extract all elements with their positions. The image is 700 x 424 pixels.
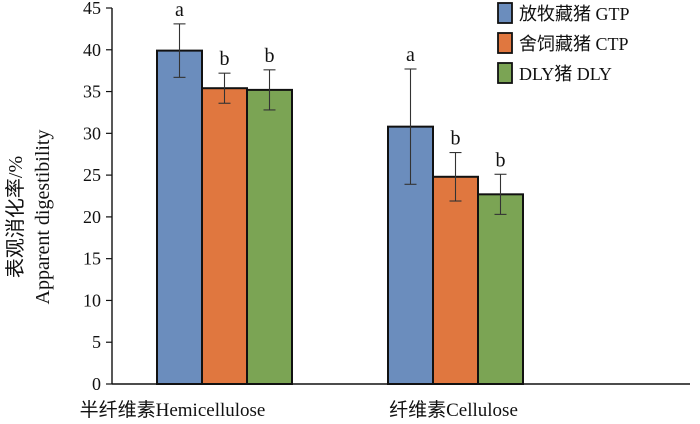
y-axis-title: 表观消化率/% Apparent digestibility xyxy=(4,130,54,305)
significance-label-0-1: a xyxy=(406,44,415,66)
error-bars xyxy=(173,23,507,215)
legend-swatch-2 xyxy=(497,62,513,84)
legend-swatch-1 xyxy=(497,32,513,54)
bar-1-1 xyxy=(432,175,479,385)
category-label-1: 纤维素Cellulose xyxy=(389,399,518,421)
legend-label-1: 舍饲藏猪 CTP xyxy=(519,34,629,54)
bar-2-1 xyxy=(477,193,524,385)
y-tick-label: 30 xyxy=(83,123,101,143)
y-tick-label: 5 xyxy=(92,332,101,352)
y-tick-label: 15 xyxy=(83,249,101,269)
significance-label-1-1: b xyxy=(451,128,461,150)
legend-label-0: 放牧藏猪 GTP xyxy=(519,4,630,24)
y-tick-label: 25 xyxy=(83,165,101,185)
bar-1-0 xyxy=(201,87,248,385)
y-tick-label: 35 xyxy=(83,82,101,102)
legend-label-2: DLY猪 DLY xyxy=(519,64,612,84)
y-tick-label: 40 xyxy=(83,40,101,60)
y-ticks: 0 5 10 15 20 25 30 35 40 45 xyxy=(83,0,112,394)
significance-labels: a b b a b b xyxy=(175,0,505,171)
y-tick-label: 0 xyxy=(92,374,101,394)
significance-label-2-0: b xyxy=(265,45,275,67)
significance-label-0-0: a xyxy=(175,0,184,21)
legend: 放牧藏猪 GTP 舍饲藏猪 CTP DLY猪 DLY xyxy=(497,2,630,84)
legend-swatch-0 xyxy=(497,2,513,24)
category-label-0: 半纤维素Hemicellulose xyxy=(80,399,266,421)
category-labels: 半纤维素Hemicellulose 纤维素Cellulose xyxy=(80,399,518,421)
bar-2-0 xyxy=(246,88,293,386)
y-axis-title-cn: 表观消化率/% xyxy=(4,156,27,278)
significance-label-1-0: b xyxy=(220,48,230,70)
bars xyxy=(156,49,524,386)
y-tick-label: 10 xyxy=(83,290,101,310)
y-axis-title-en: Apparent digestibility xyxy=(32,130,54,305)
y-tick-label: 20 xyxy=(83,207,101,227)
significance-label-2-1: b xyxy=(496,149,506,171)
bar-0-0 xyxy=(156,49,203,385)
y-tick-label: 45 xyxy=(83,0,101,18)
